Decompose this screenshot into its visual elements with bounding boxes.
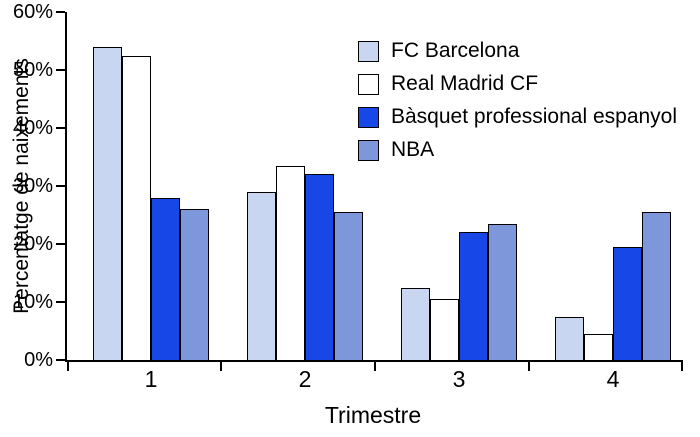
- bar: [247, 191, 276, 360]
- legend-label: Real Madrid CF: [391, 72, 539, 95]
- bar: [93, 46, 122, 360]
- legend-label: Bàsquet professional espanyol: [391, 105, 678, 128]
- legend-swatch: [358, 40, 379, 62]
- x-axis-title: Trimestre: [324, 402, 422, 428]
- bar: [613, 246, 642, 360]
- y-tick-label: 10%: [12, 291, 53, 313]
- y-axis-tick: [56, 69, 65, 71]
- bar: [305, 174, 334, 360]
- legend-item: Real Madrid CF: [358, 71, 677, 97]
- x-tick-label: 2: [298, 366, 312, 392]
- x-axis-tick: [67, 362, 69, 371]
- legend-swatch: [358, 73, 379, 95]
- y-tick-label: 40%: [12, 117, 53, 139]
- x-tick-label: 1: [144, 366, 158, 392]
- y-axis-tick: [56, 185, 65, 187]
- y-tick-label: 30%: [12, 175, 53, 197]
- bar: [459, 232, 488, 360]
- legend-swatch: [358, 106, 379, 128]
- y-axis-tick: [56, 11, 65, 13]
- bar: [122, 55, 151, 360]
- y-tick-label: 0%: [24, 349, 53, 371]
- bar: [180, 209, 209, 360]
- x-axis-tick: [374, 362, 376, 371]
- legend-swatch: [358, 139, 379, 161]
- bar: [401, 287, 430, 360]
- legend-item: FC Barcelona: [358, 38, 677, 64]
- legend-item: NBA: [358, 137, 677, 163]
- y-tick-label: 60%: [12, 1, 53, 23]
- bar: [488, 223, 517, 360]
- y-tick-label: 50%: [12, 59, 53, 81]
- bar: [584, 333, 613, 360]
- bar: [555, 316, 584, 360]
- y-axis-tick: [56, 127, 65, 129]
- bar: [334, 212, 363, 360]
- legend-item: Bàsquet professional espanyol: [358, 104, 677, 130]
- y-axis-tick: [56, 301, 65, 303]
- x-axis-tick: [681, 362, 683, 371]
- bar: [276, 165, 305, 360]
- x-tick-label: 4: [606, 366, 620, 392]
- bar: [430, 299, 459, 360]
- bar: [642, 212, 671, 360]
- bar: [151, 197, 180, 360]
- y-axis-tick: [56, 359, 65, 361]
- legend: FC Barcelona Real Madrid CF Bàsquet profes…: [358, 38, 677, 170]
- legend-label: FC Barcelona: [391, 39, 520, 62]
- plot-area: 0% 10% 20% 30% 40% 50% 60% 1 2 3 4: [13, 1, 683, 392]
- x-axis-tick: [220, 362, 222, 371]
- y-tick-label: 20%: [12, 233, 53, 255]
- legend-label: NBA: [391, 138, 435, 161]
- y-axis-tick: [56, 243, 65, 245]
- x-tick-label: 3: [452, 366, 466, 392]
- x-axis-tick: [528, 362, 530, 371]
